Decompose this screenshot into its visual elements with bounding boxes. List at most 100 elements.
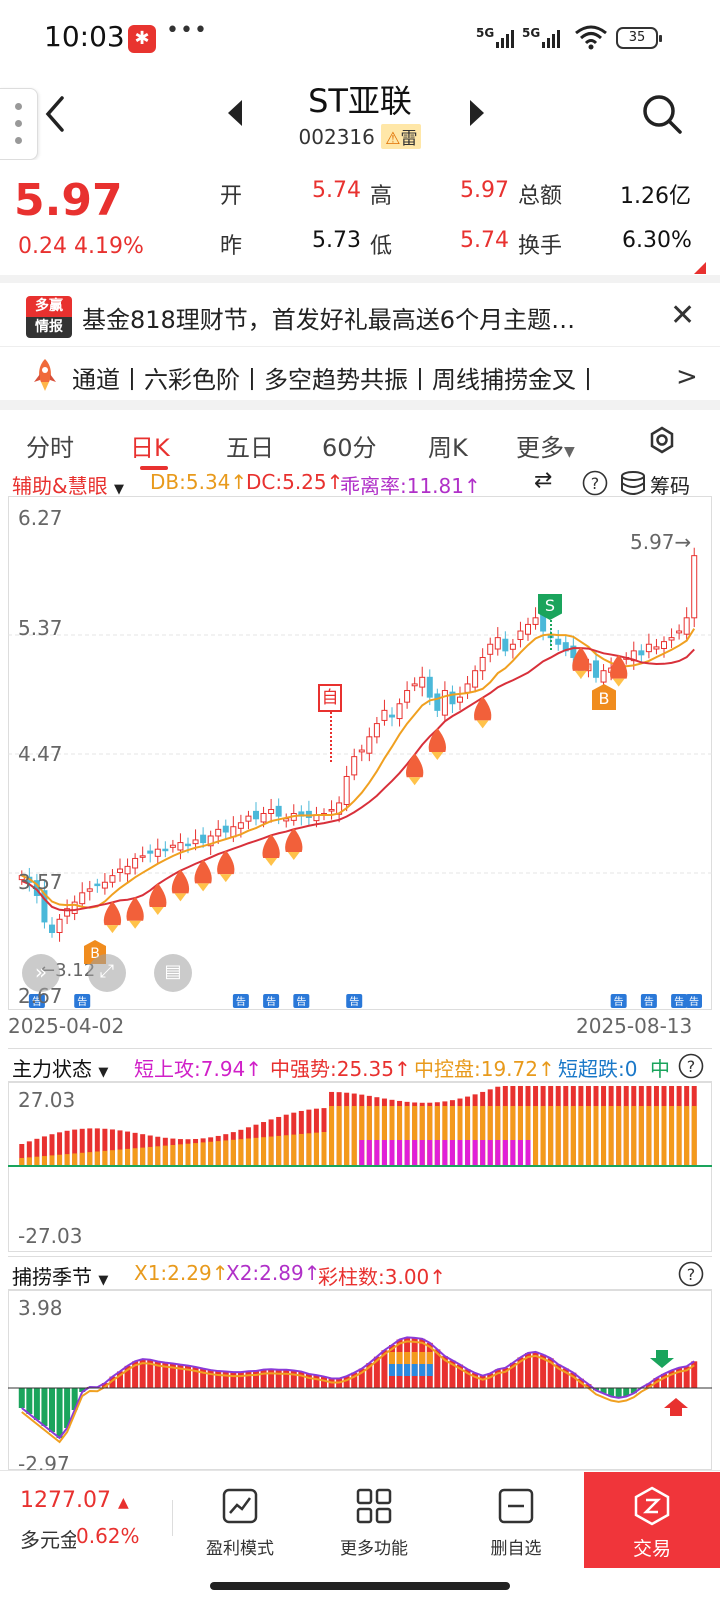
control-bar [397,1106,403,1166]
rocket-signal [406,753,424,786]
back-icon[interactable] [40,94,70,134]
control-bar [329,1106,335,1166]
rocket-body [126,896,144,921]
rocket-signal [572,646,590,679]
marker-zi[interactable]: 自 [318,684,342,712]
panel3-selector[interactable]: 捕捞季节 ▼ [12,1261,108,1290]
main-force-bar [87,1128,93,1166]
season-bar [230,1372,237,1388]
side-menu-handle[interactable] [0,88,38,160]
help-icon[interactable]: ? [678,1053,704,1079]
control-bar [147,1146,153,1166]
control-bar [245,1138,251,1166]
control-bar [684,1106,690,1166]
y-axis-label: 6.27 [18,506,63,530]
control-bar [540,1106,546,1166]
main-force-chart[interactable] [8,1082,712,1252]
panel2-selector[interactable]: 主力状态 ▼ [12,1053,108,1082]
main-force-bar [19,1144,25,1166]
candle [71,901,78,914]
announcement-marker [74,994,91,1008]
control-bar [495,1106,501,1166]
prev-stock-icon[interactable] [226,98,246,128]
season-color-bar [389,1364,395,1376]
attack-bar [412,1140,418,1166]
profit-mode-icon[interactable] [222,1488,258,1524]
date-start: 2025-04-02 [8,1014,125,1038]
attack-bar [465,1140,471,1166]
tab-intraday[interactable]: 分时 [26,434,74,462]
season-bar [525,1353,531,1388]
season-bar [313,1375,320,1388]
indicator-selector[interactable]: 辅助&慧眼 ▼ [12,470,124,499]
control-bar [502,1106,508,1166]
remove-watchlist-icon[interactable] [498,1488,534,1524]
fishing-season-chart[interactable] [8,1290,712,1470]
ad-logo[interactable]: 多赢 情报 [26,296,72,338]
help-icon[interactable]: ? [678,1261,704,1287]
chip-label[interactable]: 筹码 [650,474,690,498]
control-bar [102,1150,108,1166]
candle [683,617,690,635]
home-indicator[interactable] [210,1582,510,1590]
tab-five-day[interactable]: 五日 [226,434,274,462]
control-bar [140,1147,146,1166]
season-bar [162,1362,169,1388]
tab-weekly-k[interactable]: 周K [428,434,468,462]
next-stock-icon[interactable] [466,98,486,128]
candle [132,857,139,869]
search-icon[interactable] [640,92,684,136]
control-bar [117,1149,123,1166]
control-bar [585,1106,591,1166]
season-bar [49,1388,55,1432]
feature-strip[interactable]: 通道丨六彩色阶丨多空趋势共振丨周线捕捞金叉丨 [72,366,600,394]
rocket-flame [197,883,210,892]
tab-60min[interactable]: 60分 [322,434,377,462]
stock-code-line: 002316 ⚠雷 [0,124,720,149]
expand-corner-icon[interactable] [694,262,706,274]
season-bar [645,1383,652,1388]
candle [124,865,131,875]
risk-tag[interactable]: ⚠雷 [381,124,422,149]
tab-daily-k[interactable]: 日K [130,434,170,462]
tab-more[interactable]: 更多▼ [516,428,575,463]
control-bar [533,1106,539,1166]
attack-bar [404,1140,410,1166]
swap-icon[interactable]: ⇄ [534,468,553,493]
ad-banner-text[interactable]: 基金818理财节，首发好礼最高送6个月主题… [82,306,576,334]
fast-forward-icon[interactable]: » [22,954,60,992]
control-bar [200,1142,206,1166]
control-bar [381,1106,387,1166]
attack-bar [502,1140,508,1166]
network-label-1: 5G [476,26,495,40]
season-bar [358,1368,365,1388]
fullscreen-icon[interactable]: ⤢ [88,954,126,992]
season-bar [683,1366,690,1388]
season-bar [381,1350,388,1388]
close-ad-icon[interactable]: ✕ [670,298,696,333]
candlestick-chart[interactable]: 告告告告告告告告告告 [8,496,712,1010]
chevron-right-icon[interactable]: > [676,362,698,392]
chip-icon[interactable] [620,470,646,496]
signal-rockets [103,646,628,934]
candle [502,638,509,652]
season-bar [169,1363,176,1388]
control-bar [230,1139,236,1166]
season-bar [464,1369,471,1388]
rocket-flame [174,893,187,902]
more-functions-label[interactable]: 更多功能 [340,1539,408,1559]
profit-mode-label[interactable]: 盈利模式 [206,1539,274,1559]
candle [494,637,501,650]
candle [162,848,169,852]
settings-icon[interactable] [648,426,676,454]
candle [411,683,418,687]
control-bar [79,1152,85,1166]
control-bar [457,1106,463,1166]
more-functions-icon[interactable] [356,1488,392,1524]
control-bar [344,1106,350,1166]
candle [509,643,516,650]
index-value[interactable]: 1277.07 ▲ [20,1488,129,1513]
draw-tool-icon[interactable]: ▤ [154,954,192,992]
remove-watchlist-label[interactable]: 删自选 [490,1539,542,1559]
help-icon[interactable]: ? [582,470,608,496]
